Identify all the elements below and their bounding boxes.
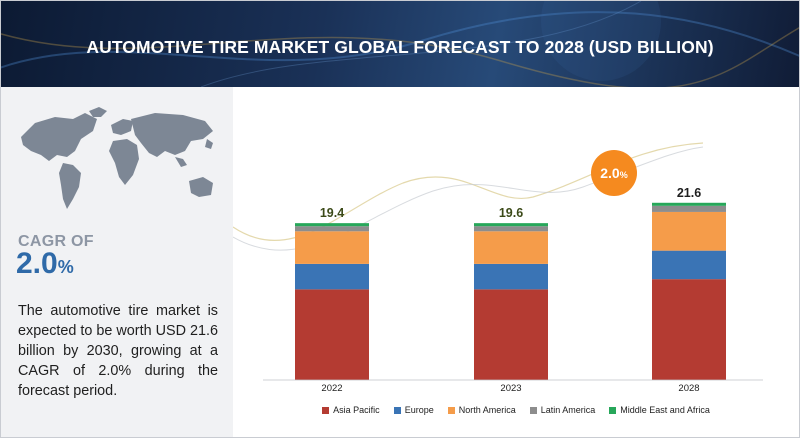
bar-segment-asia-pacific-2023 [474,289,548,380]
legend-swatch [609,406,617,414]
bar-segment-middle-east-and-africa-2023 [474,223,548,227]
legend-label: Europe [404,405,434,415]
legend-item-latin-america: Latin America [529,403,596,417]
bar-segment-latin-america-2023 [474,226,548,232]
bar-segment-middle-east-and-africa-2028 [652,202,726,206]
legend-item-middle-east-and-africa: Middle East and Africa [609,403,710,417]
total-label-2023: 19.6 [499,206,523,220]
bar-segment-north-america-2023 [474,231,548,264]
bar-segment-europe-2028 [652,250,726,280]
bar-segment-latin-america-2022 [295,226,369,232]
bar-segment-europe-2023 [474,263,548,290]
badge-percent-sign: % [620,170,628,180]
legend-label: Latin America [540,405,596,415]
bar-segment-europe-2022 [295,263,369,290]
cagr-number: 2.0 [16,247,58,280]
chart-legend: Asia Pacific Europe North America Latin Ame… [233,403,799,417]
bar-segment-middle-east-and-africa-2022 [295,223,369,227]
legend-label: Asia Pacific [333,405,380,415]
legend-swatch [393,406,401,414]
x-tick-label-2023: 2023 [500,383,521,394]
bar-segment-asia-pacific-2022 [295,289,369,380]
title-banner: AUTOMOTIVE TIRE MARKET GLOBAL FORECAST T… [1,1,799,87]
bar-groups: 19.4 2022 19.6 2023 21.6 2028 [263,186,763,394]
x-tick-label-2022: 2022 [321,383,342,394]
svg-text:2.0%: 2.0% [600,165,627,181]
cagr-badge-circle [591,150,637,196]
legend-swatch [322,406,330,414]
legend-item-europe: Europe [393,403,434,417]
cagr-label: CAGR OF [18,233,94,250]
bar-segment-north-america-2022 [295,231,369,264]
world-map-icon [21,107,213,209]
legend-label: North America [458,405,516,415]
banner-light-trails [1,1,799,87]
legend-item-north-america: North America [447,403,516,417]
x-tick-label-2028: 2028 [678,383,699,394]
stacked-bar-chart: 19.4 2022 19.6 2023 21.6 2028 2.0% [233,142,763,394]
total-label-2028: 21.6 [677,186,701,200]
page-title: AUTOMOTIVE TIRE MARKET GLOBAL FORECAST T… [86,37,714,57]
market-description: The automotive tire market is expected t… [18,303,218,399]
legend-swatch [447,406,455,414]
bar-segment-asia-pacific-2028 [652,279,726,380]
left-info-panel: CAGR OF 2.0% The automotive tire market … [1,87,233,437]
cagr-percent-sign: % [57,257,74,277]
legend-swatch [529,406,537,414]
badge-number: 2.0 [600,165,620,181]
cagr-badge: 2.0% [591,150,637,196]
total-label-2022: 19.4 [320,206,344,220]
legend-item-asia-pacific: Asia Pacific [322,403,380,417]
legend-label: Middle East and Africa [620,405,710,415]
bar-segment-latin-america-2028 [652,205,726,212]
bar-segment-north-america-2028 [652,211,726,251]
cagr-value: 2.0% [16,247,74,281]
